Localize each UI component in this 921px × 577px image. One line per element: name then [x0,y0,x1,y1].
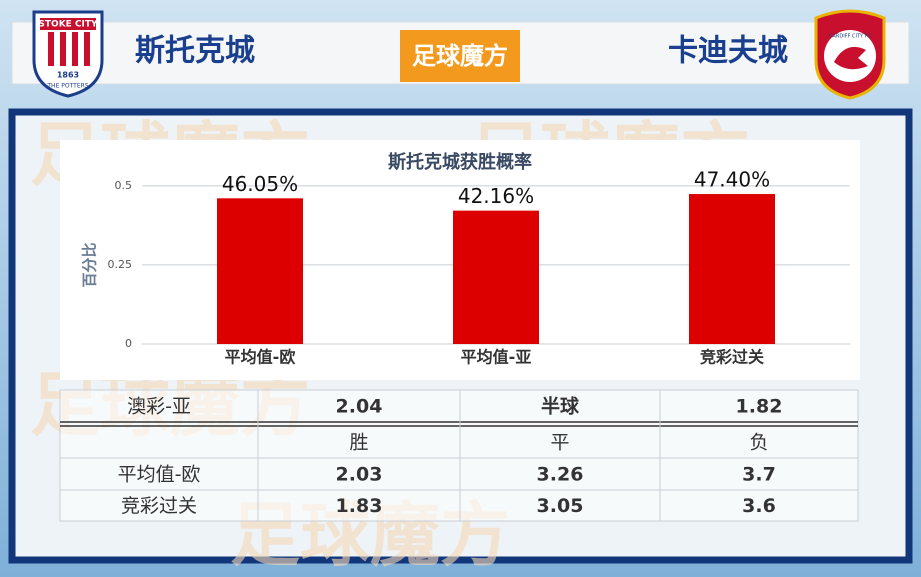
away-team: 卡迪夫城 [668,34,788,69]
logo: 足球魔方 [412,42,508,70]
x-tick-label: 竞彩过关 [700,348,764,367]
table-cell: 竞彩过关 [121,495,197,517]
x-tick-label: 平均值-欧 [225,348,296,367]
badge-text: THE POTTERS [46,83,88,90]
table-cell: 2.03 [336,464,383,486]
chart: 0 0.25 0.5 46.05% 平均值-欧 42.16% 平均值-亚 47.40% 竞彩过关 [108,168,850,367]
logo-box [400,30,520,82]
value-label: 46.05% [222,172,298,196]
table-cell: 3.26 [537,464,584,486]
chart-title: 斯托克城获胜概率 [388,151,532,173]
y-tick-label: 0 [125,337,132,350]
badge-text: STOKE CITY [38,20,98,30]
bar [689,194,775,344]
table-cell: 3.05 [537,495,584,517]
home-team: 斯托克城 [135,34,255,69]
table-cell: 胜 [349,432,368,454]
away-badge: CARDIFF CITY FC [814,9,886,100]
y-axis-label: 百分比 [81,242,99,287]
y-tick-label: 0.25 [108,258,133,271]
value-label: 42.16% [458,184,534,208]
table-cell: 负 [749,432,768,454]
table-cell: 2.04 [336,396,383,418]
home-badge: STOKE CITY 1863 THE POTTERS [32,10,104,98]
bar [453,210,539,344]
table-cell: 1.82 [736,396,783,418]
table-cell: 平均值-欧 [118,464,201,486]
y-tick-label: 0.5 [115,179,133,192]
table-cell: 1.83 [336,495,383,517]
badge-text: 1863 [57,71,79,80]
bar [217,198,303,344]
value-label: 47.40% [694,168,770,192]
table-cell: 3.7 [742,464,776,486]
badge-text: CARDIFF CITY FC [829,34,872,40]
table-body [59,389,859,522]
table-cell: 半球 [541,395,580,418]
table-cell: 平 [550,432,569,454]
table-cell: 澳彩-亚 [127,396,191,418]
x-tick-label: 平均值-亚 [461,348,532,367]
table-cell: 3.6 [742,495,776,517]
